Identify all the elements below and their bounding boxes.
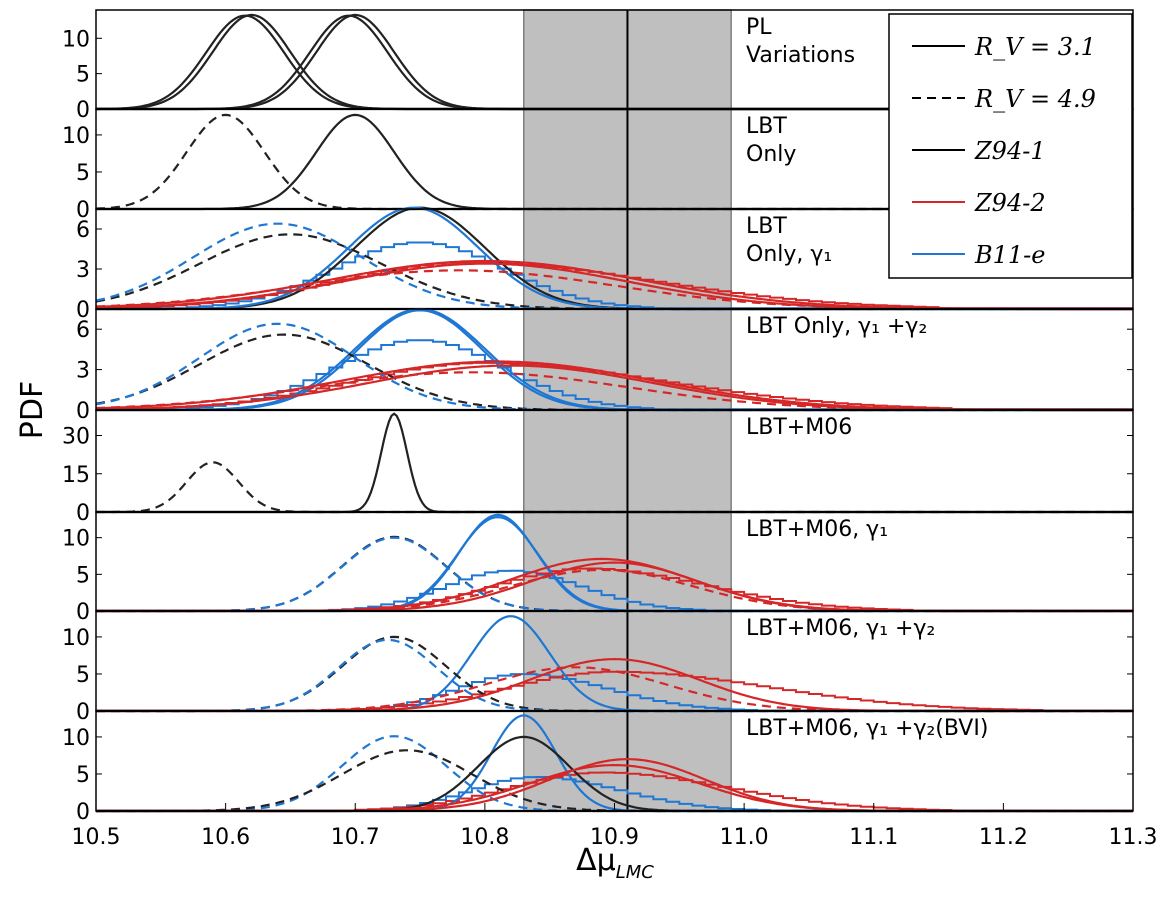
x-tick-label: 10.7 bbox=[331, 825, 380, 850]
panel-title: LBT Only, γ₁ +γ₂ bbox=[746, 314, 927, 339]
y-tick-label: 0 bbox=[76, 298, 90, 323]
x-tick-label: 10.6 bbox=[201, 825, 250, 850]
x-tick-label: 11.3 bbox=[1109, 825, 1158, 850]
panel-title: LBT+M06, γ₁ +γ₂(BVI) bbox=[746, 716, 988, 741]
x-tick-label: 10.8 bbox=[460, 825, 509, 850]
y-tick-label: 10 bbox=[62, 527, 90, 552]
curve-z94-2-dashed-7 bbox=[95, 371, 1133, 412]
y-tick-label: 0 bbox=[76, 501, 90, 526]
y-tick-label: 10 bbox=[62, 626, 90, 651]
y-tick-label: 6 bbox=[76, 318, 90, 343]
curve-z94-2-dashed-7 bbox=[95, 269, 1133, 311]
y-tick-label: 10 bbox=[62, 124, 90, 149]
curve-z94-1-dashed-1 bbox=[95, 113, 1133, 211]
panel-title: LBT bbox=[746, 214, 787, 239]
y-tick-label: 0 bbox=[76, 399, 90, 424]
y-tick-label: 10 bbox=[62, 27, 90, 52]
y-tick-label: 0 bbox=[76, 98, 90, 123]
y-tick-label: 6 bbox=[76, 218, 90, 243]
y-tick-label: 5 bbox=[76, 63, 90, 88]
y-tick-label: 30 bbox=[62, 425, 90, 450]
y-tick-label: 15 bbox=[62, 463, 90, 488]
panel-title: LBT bbox=[746, 114, 787, 139]
panel-title: LBT+M06 bbox=[746, 415, 852, 440]
panel-title: Only, γ₁ bbox=[746, 242, 832, 267]
legend-box bbox=[888, 13, 1133, 279]
y-tick-label: 0 bbox=[76, 700, 90, 725]
y-tick-label: 5 bbox=[76, 563, 90, 588]
y-axis-label: PDF bbox=[15, 381, 50, 439]
legend-label: R_V = 3.1 bbox=[974, 33, 1096, 61]
x-tick-label: 10.9 bbox=[590, 825, 639, 850]
y-tick-label: 0 bbox=[76, 600, 90, 625]
x-tick-label: 11.0 bbox=[720, 825, 769, 850]
x-tick-label: 10.5 bbox=[72, 825, 121, 850]
legend: R_V = 3.1 R_V = 4.9 Z94-1 Z94-2 B11-e bbox=[888, 13, 1133, 279]
y-tick-label: 5 bbox=[76, 161, 90, 186]
legend-label: Z94-2 bbox=[974, 189, 1046, 217]
legend-label: R_V = 4.9 bbox=[974, 85, 1096, 113]
x-tick-label: 11.2 bbox=[979, 825, 1028, 850]
x-axis-label: ΔμLMC bbox=[576, 843, 654, 883]
y-tick-label: 5 bbox=[76, 763, 90, 788]
y-tick-label: 0 bbox=[76, 800, 90, 825]
legend-label: B11-e bbox=[974, 241, 1046, 269]
panel-title: PL bbox=[746, 15, 772, 40]
y-tick-label: 3 bbox=[76, 359, 90, 384]
y-tick-label: 5 bbox=[76, 663, 90, 688]
panel-title: LBT+M06, γ₁ +γ₂ bbox=[746, 616, 935, 641]
y-tick-label: 0 bbox=[76, 198, 90, 223]
legend-label: Z94-1 bbox=[974, 137, 1046, 165]
panel-title: LBT+M06, γ₁ bbox=[746, 517, 888, 542]
y-tick-label: 10 bbox=[62, 726, 90, 751]
panel-title: Variations bbox=[746, 43, 855, 68]
x-tick-label: 11.1 bbox=[849, 825, 898, 850]
y-tick-label: 3 bbox=[76, 258, 90, 283]
panel-title: Only bbox=[746, 142, 796, 167]
